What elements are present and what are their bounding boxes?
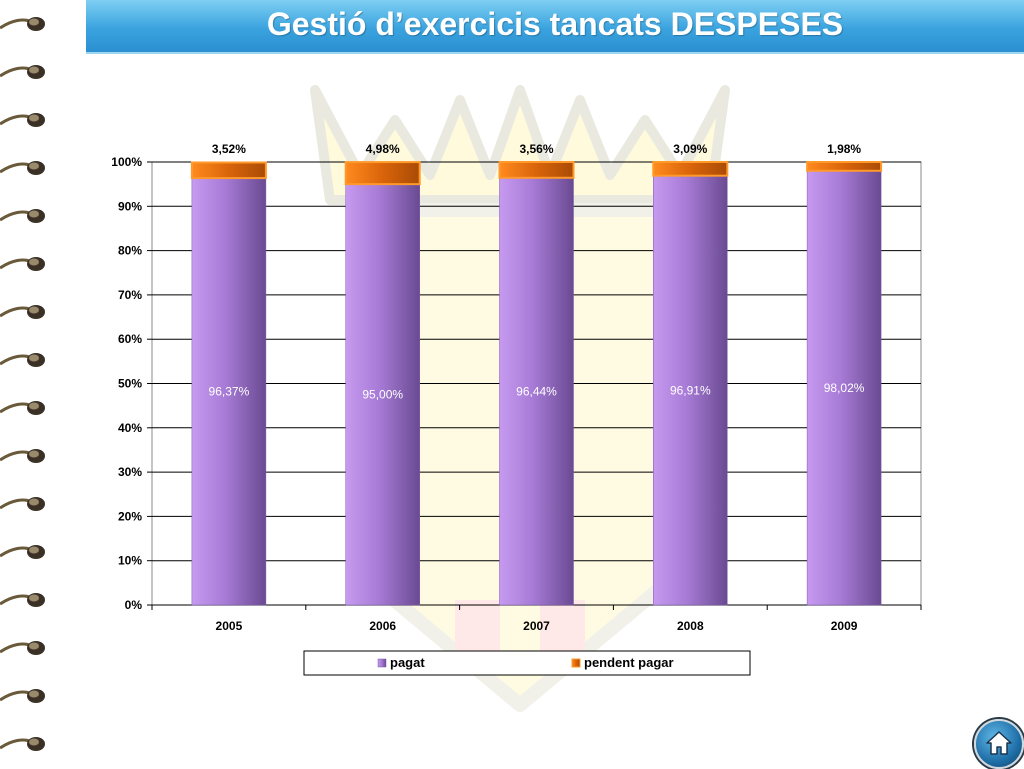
- y-tick-label: 10%: [118, 554, 142, 568]
- bar-pendent-2005: [190, 161, 267, 180]
- y-tick-label: 40%: [118, 421, 142, 435]
- data-label-pagat: 96,37%: [209, 385, 250, 399]
- notebook-spiral-icon: [0, 17, 45, 751]
- legend-label-pendent: pendent pagar: [584, 655, 674, 670]
- spiral-ring: [0, 737, 45, 751]
- y-tick-label: 50%: [118, 377, 142, 391]
- bar-pagat-2007: [499, 177, 574, 606]
- y-tick-label: 100%: [111, 155, 142, 169]
- y-tick-label: 60%: [118, 332, 142, 346]
- spiral-ring: [0, 17, 45, 31]
- bar-pagat-2009: [806, 170, 882, 606]
- legend: [303, 650, 751, 676]
- data-label-pendent: 4,98%: [366, 142, 400, 156]
- spiral-ring: [0, 65, 45, 79]
- page-title: Gestió d’exercicis tancats DESPESES: [266, 6, 844, 42]
- legend-swatch-pendent: [571, 658, 581, 668]
- home-button[interactable]: [974, 719, 1024, 769]
- spiral-ring: [0, 305, 45, 319]
- bar-pendent-2007: [498, 161, 575, 179]
- y-tick-label: 30%: [118, 465, 142, 479]
- spiral-ring: [0, 257, 45, 271]
- spiral-ring: [0, 593, 45, 607]
- legend-swatch-pagat: [377, 658, 387, 668]
- y-tick-label: 70%: [118, 288, 142, 302]
- spiral-ring: [0, 113, 45, 127]
- spiral-ring: [0, 689, 45, 703]
- y-tick-label: 80%: [118, 244, 142, 258]
- x-tick-label: 2009: [831, 619, 858, 633]
- legend-label-pagat: pagat: [390, 655, 425, 670]
- spiral-ring: [0, 401, 45, 415]
- y-tick-label: 20%: [118, 509, 142, 523]
- data-label-pagat: 95,00%: [362, 388, 403, 402]
- home-icon: [986, 731, 1012, 755]
- title-bar: Gestió d’exercicis tancats DESPESES: [86, 0, 1024, 54]
- x-tick-label: 2007: [523, 619, 550, 633]
- x-tick-label: 2008: [677, 619, 704, 633]
- spiral-ring: [0, 161, 45, 175]
- spiral-ring: [0, 353, 45, 367]
- y-tick-label: 0%: [125, 598, 143, 612]
- data-label-pendent: 3,09%: [673, 142, 707, 156]
- spiral-ring: [0, 641, 45, 655]
- bar-pendent-2008: [652, 161, 729, 177]
- spiral-ring: [0, 209, 45, 223]
- x-tick-label: 2006: [369, 619, 396, 633]
- x-tick-label: 2005: [216, 619, 243, 633]
- bar-pendent-2009: [806, 161, 883, 172]
- data-label-pendent: 3,56%: [519, 142, 553, 156]
- bar-pendent-2006: [344, 161, 421, 186]
- data-label-pendent: 1,98%: [827, 142, 861, 156]
- bar-pagat-2006: [345, 183, 420, 606]
- spiral-ring: [0, 545, 45, 559]
- data-label-pendent: 3,52%: [212, 142, 246, 156]
- data-label-pagat: 98,02%: [824, 381, 865, 395]
- spiral-ring: [0, 497, 45, 511]
- data-label-pagat: 96,44%: [516, 384, 557, 398]
- data-label-pagat: 96,91%: [670, 383, 711, 397]
- y-tick-label: 90%: [118, 199, 142, 213]
- spiral-ring: [0, 449, 45, 463]
